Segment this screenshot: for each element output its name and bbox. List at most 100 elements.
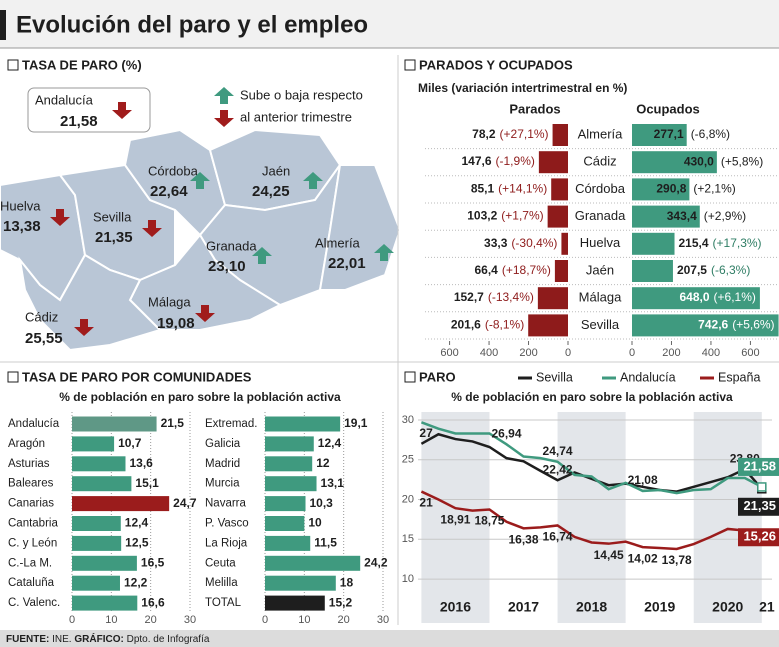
trend-arrow xyxy=(214,87,234,104)
change-label: (-6,8%) xyxy=(691,127,730,141)
value-label: 22,42 xyxy=(543,462,573,476)
category-label: Ceuta xyxy=(205,557,236,569)
value-label: 10 xyxy=(308,516,322,530)
category-label: Málaga xyxy=(579,290,622,305)
bar-label: 85,1 (+14,1%) xyxy=(471,182,547,196)
value-label: 15,1 xyxy=(135,476,159,490)
value-label: 12,4 xyxy=(318,436,342,450)
region-rate: 23,10 xyxy=(208,258,246,275)
bar xyxy=(72,575,120,591)
value-label: 24,2 xyxy=(364,555,388,569)
end-label-box xyxy=(738,497,779,516)
x-tick-label: 400 xyxy=(480,347,498,359)
value-label: 16,6 xyxy=(141,595,165,609)
category-label: Madrid xyxy=(205,458,240,470)
y-tick-label: 15 xyxy=(402,533,414,545)
region-cadiz xyxy=(18,253,162,352)
bar xyxy=(265,496,306,512)
change-label: (+27,1%) xyxy=(500,127,549,141)
y-tick-label: 20 xyxy=(402,493,414,505)
value-label: 12 xyxy=(316,456,330,470)
bar-label: 201,6 (-8,1%) xyxy=(451,318,524,332)
bar xyxy=(72,436,115,452)
bar xyxy=(72,476,132,492)
bar xyxy=(632,124,687,146)
value-label: 14,45 xyxy=(594,548,624,562)
x-tick-label: 30 xyxy=(184,614,196,626)
trend-arrow xyxy=(195,305,215,322)
heading-box xyxy=(404,371,416,383)
x-tick-label: 10 xyxy=(105,614,117,626)
change-label: (-13,4%) xyxy=(488,290,534,304)
change-label: (+6,1%) xyxy=(714,290,756,304)
category-label: TOTAL xyxy=(205,597,242,609)
footer-bar xyxy=(0,630,779,647)
bar xyxy=(632,178,690,201)
change-label: (+17,3%) xyxy=(713,236,762,250)
bar-label: 66,4 (+18,7%) xyxy=(475,263,551,277)
category-label: P. Vasco xyxy=(205,518,249,530)
value-label: 215,4 xyxy=(679,236,709,250)
region-name: Granada xyxy=(206,238,257,253)
region-rate: 13,38 xyxy=(3,218,41,235)
value-label: 16,5 xyxy=(141,555,165,569)
value-label: 343,4 xyxy=(667,209,697,223)
value-label: 18,75 xyxy=(474,514,504,528)
value-label: 430,0 xyxy=(684,154,714,168)
value-label: 19,1 xyxy=(344,416,368,430)
bar xyxy=(551,178,568,201)
bar xyxy=(72,555,137,571)
x-tick-label: 0 xyxy=(629,347,635,359)
change-label: (+1,7%) xyxy=(501,209,543,223)
value-label: 85,1 xyxy=(471,182,495,196)
region-rate: 21,35 xyxy=(95,229,133,246)
x-tick-label: 2019 xyxy=(644,599,675,615)
bar-label: 103,2 (+1,7%) xyxy=(467,209,543,223)
value-label: 16,38 xyxy=(509,532,539,546)
year-band xyxy=(421,412,490,623)
category-label: C. y León xyxy=(8,537,57,549)
category-label: Melilla xyxy=(205,577,238,589)
region-rate: 22,01 xyxy=(328,255,366,272)
value-label: 66,4 xyxy=(475,263,499,277)
bar xyxy=(72,595,138,611)
end-label: 21,35 xyxy=(743,498,776,513)
value-label: 277,1 xyxy=(654,127,684,141)
map-shape xyxy=(0,87,402,352)
value-label: 26,94 xyxy=(491,426,521,440)
year-band xyxy=(557,412,626,623)
region-name: Sevilla xyxy=(93,209,132,224)
bar xyxy=(528,314,568,337)
bar-label: 742,6 (+5,6%) xyxy=(698,318,774,332)
category-label: Galicia xyxy=(205,438,241,450)
x-tick-label: 2017 xyxy=(508,599,539,615)
value-label: 12,2 xyxy=(124,575,148,589)
footer-source-label: FUENTE: xyxy=(6,634,49,645)
x-tick-label: 20 xyxy=(145,614,157,626)
trend-arrow xyxy=(252,247,272,264)
trend-arrow xyxy=(214,110,234,127)
page-title: Evolución del paro y el empleo xyxy=(16,11,368,38)
bar xyxy=(265,476,317,492)
series-line xyxy=(420,432,763,493)
bar xyxy=(632,232,675,255)
legend-label: Andalucía xyxy=(620,370,676,384)
value-label: 10,3 xyxy=(310,496,334,510)
value-label: 21 xyxy=(419,496,433,510)
category-label: Extremad. xyxy=(205,418,257,430)
bar xyxy=(632,314,779,337)
andalucia-box xyxy=(27,87,151,133)
footer-source: INE. xyxy=(52,634,71,645)
chart-title: PARADOS Y OCUPADOS xyxy=(419,57,573,72)
end-label-box xyxy=(738,457,779,476)
category-label: Cádiz xyxy=(583,154,616,169)
value-label: 13,78 xyxy=(662,553,692,567)
bar xyxy=(72,416,157,432)
category-label: Jaén xyxy=(586,262,614,277)
change-label: (-30,4%) xyxy=(511,236,557,250)
legend-label: Sevilla xyxy=(536,370,573,384)
bar xyxy=(265,416,341,432)
year-band xyxy=(693,412,762,623)
x-tick-label: 30 xyxy=(377,614,389,626)
end-label: 21,58 xyxy=(743,458,776,473)
